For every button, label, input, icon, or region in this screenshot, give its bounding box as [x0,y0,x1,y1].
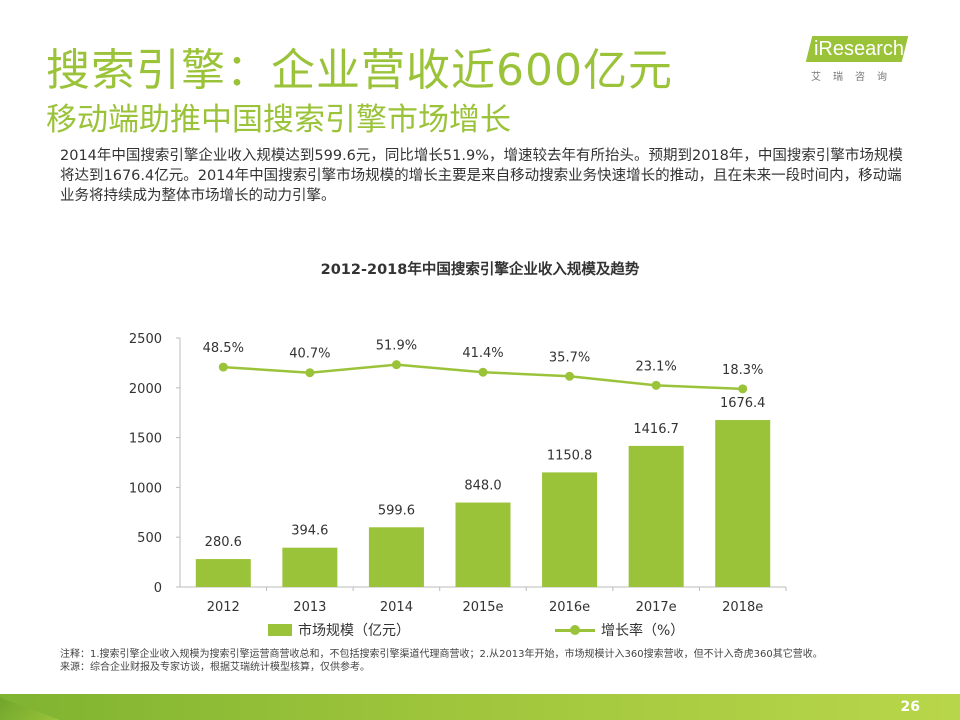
bar [715,420,771,587]
chart-legend: 市场规模（亿元） 增长率（%） [268,620,684,640]
growth-rate-point [651,380,661,390]
bar [455,502,511,587]
legend-line-label: 增长率（%） [601,623,685,639]
growth-rate-label: 18.3% [722,363,763,378]
logo-cn-text: 艾瑞咨询 [811,72,899,83]
x-tick-label: 2018e [722,600,763,615]
bar-value-label: 394.6 [291,524,328,539]
growth-rate-label: 41.4% [462,346,503,361]
bar-value-label: 1676.4 [720,396,766,411]
bar-value-label: 280.6 [205,535,242,550]
x-tick-label: 2013 [293,600,326,615]
y-tick-label: 0 [154,581,162,596]
y-tick-label: 2000 [129,382,162,397]
growth-rate-label: 51.9% [376,339,417,354]
growth-rate-point [738,384,748,394]
y-tick-label: 1000 [129,481,162,496]
bar [282,547,338,587]
page-title: 搜索引擎：企业营收近600亿元 [46,45,673,96]
footnotes: 注释：1.搜索引擎企业收入规模为搜索引擎运营商营收总和，不包括搜索引擎渠道代理商… [60,648,920,674]
footer-bar [0,694,960,720]
logo-text: iResearch [813,38,905,60]
x-tick-label: 2017e [636,600,677,615]
growth-rate-point [305,368,315,378]
bar [628,445,684,587]
y-tick-label: 2500 [129,332,162,347]
footnote-notes: 注释：1.搜索引擎企业收入规模为搜索引擎运营商营收总和，不包括搜索引擎渠道代理商… [60,649,823,660]
legend-bar-swatch [268,624,292,636]
legend-line-swatch [555,625,595,635]
growth-rate-point [478,367,488,377]
growth-rate-label: 23.1% [635,359,676,374]
intro-paragraph: 2014年中国搜索引擎企业收入规模达到599.6元，同比增长51.9%，增速较去… [60,148,903,204]
x-tick-label: 2012 [207,600,240,615]
y-tick-label: 500 [137,531,162,546]
x-tick-label: 2016e [549,600,590,615]
bar-value-label: 599.6 [378,503,415,518]
growth-rate-point [391,360,401,370]
bar [195,559,251,587]
iresearch-logo: iResearch 艾瑞咨询 [805,34,915,86]
growth-rate-label: 40.7% [289,347,330,362]
footnote-source: 来源：综合企业财报及专家访谈，根据艾瑞统计模型核算，仅供参考。 [60,662,370,673]
bar [368,527,424,587]
y-tick-label: 1500 [129,432,162,447]
page-number: 26 [900,699,920,715]
growth-rate-point [218,362,228,372]
bar-value-label: 1150.8 [547,448,593,463]
chart-title: 2012-2018年中国搜索引擎企业收入规模及趋势 [320,262,640,278]
page-subtitle: 移动端助推中国搜索引擎市场增长 [46,102,511,138]
bar-value-label: 848.0 [464,479,501,494]
bar-value-label: 1416.7 [633,422,679,437]
x-tick-label: 2014 [380,600,413,615]
x-tick-label: 2015e [462,600,503,615]
legend-bar-label: 市场规模（亿元） [298,623,410,639]
growth-rate-point [565,371,575,381]
growth-rate-label: 35.7% [549,350,590,365]
growth-rate-label: 48.5% [203,341,244,356]
bar [542,472,598,587]
